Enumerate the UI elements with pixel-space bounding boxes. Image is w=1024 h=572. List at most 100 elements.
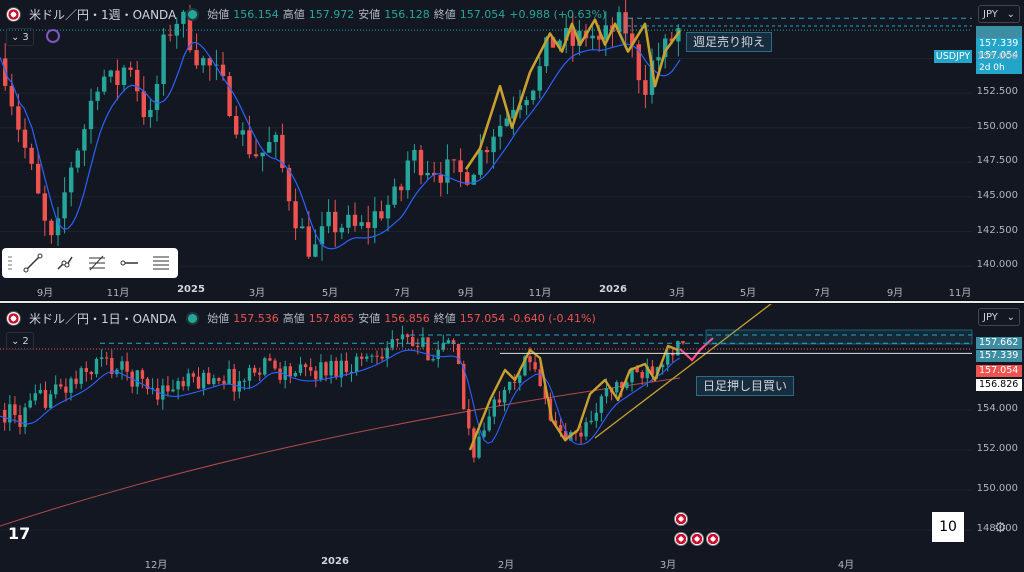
daily-symbol-title[interactable]: 米ドル／円・1日・OANDA [29,311,177,326]
daily-candle [604,387,609,397]
drag-handle-icon[interactable] [8,256,12,270]
weekly-candle [418,149,424,176]
daily-candle [589,420,593,423]
market-open-icon [188,9,198,19]
x-tick-label: 4月 [837,560,855,571]
daily-candle [145,378,150,389]
daily-candle [324,362,328,376]
x-tick-label: 7月 [813,288,831,299]
low-label: 安値 [358,312,381,325]
weekly-candle [286,167,292,202]
daily-candle [207,372,211,385]
weekly-candle [82,129,87,151]
high-value: 157.972 [308,7,355,21]
low-value: 156.128 [384,7,430,21]
daily-candle [441,343,445,350]
weekly-candle [293,201,298,229]
economic-event-icon[interactable] [690,532,704,546]
daily-candle [258,372,262,375]
weekly-candle [590,35,595,39]
weekly-chart-canvas[interactable] [0,0,1024,300]
economic-event-icon[interactable] [674,532,688,546]
daily-candle [538,369,542,386]
weekly-currency-select[interactable]: JPY ⌄ [978,5,1020,23]
weekly-candle [168,34,173,36]
market-open-icon [188,313,198,323]
weekly-candle [29,147,34,164]
daily-chart-canvas[interactable] [0,304,1024,572]
weekly-candle [214,64,219,66]
daily-candle [59,384,63,387]
daily-candle [242,380,247,382]
daily-candle [74,378,78,384]
weekly-candle [498,125,503,137]
usdjpy-flag-icon [6,6,21,22]
daily-candle [354,356,359,372]
usdjpy-flag-icon [6,310,21,326]
daily-candle [54,384,58,395]
weekly-symbol-title[interactable]: 米ドル／円・1週・OANDA [29,7,177,22]
daily-candle [288,366,292,377]
weekly-candle [42,193,47,221]
weekly-chart-pane[interactable]: 米ドル／円・1週・OANDA 始値 156.154 高値 157.972 安値 156… [0,0,1024,300]
daily-candle [8,404,12,423]
daily-candle [268,358,272,361]
daily-candle [584,422,588,437]
daily-indicator-toggle[interactable]: ⌄ 2 [6,332,34,350]
daily-candle [543,385,547,399]
weekly-candle [88,100,94,130]
weekly-candle [379,211,384,219]
daily-last-price-tag: 157.054 [976,365,1022,377]
weekly-candle [267,141,272,153]
pane-separator[interactable] [0,300,1024,304]
weekly-resistance-annotation[interactable]: 週足売り抑え [686,32,773,52]
weekly-candle [372,211,377,228]
resistance-zone [705,329,973,345]
daily-chart-pane[interactable]: 米ドル／円・1日・OANDA 始値 157.536 高値 157.865 安値 156… [0,304,1024,572]
weekly-candle [451,159,457,161]
gear-icon[interactable]: ⚙ [994,520,1007,536]
weekly-candle [405,160,410,191]
weekly-candle [280,134,285,168]
economic-event-icon[interactable] [706,532,720,546]
weekly-indicator-toggle[interactable]: ⌄ 3 [6,28,34,46]
daily-candle [446,340,451,344]
ray-line-icon[interactable] [54,252,76,274]
weekly-candle [207,58,212,66]
parallel-channel-icon[interactable] [150,252,172,274]
daily-candle [451,340,456,345]
daily-candle [513,381,517,383]
long-moving-average [0,377,681,527]
daily-candle [329,360,333,376]
daily-candle [18,415,22,427]
weekly-candle [517,105,523,110]
weekly-candle [425,172,430,176]
daily-candle [196,376,201,389]
drawing-toolbar[interactable] [2,248,178,278]
daily-currency-select[interactable]: JPY ⌄ [978,308,1020,326]
weekly-candle [16,106,21,130]
daily-candle [293,372,298,377]
weekly-candle [537,66,542,91]
tradingview-logo[interactable]: 17 [8,524,31,543]
x-tick-label: 11月 [528,288,552,299]
daily-candle [120,361,124,370]
weekly-candle [240,130,245,135]
daily-support-annotation[interactable]: 日足押し目買い [696,376,795,396]
daily-candle [23,407,27,427]
weekly-candle [300,226,305,229]
fib-retracement-icon[interactable] [86,252,108,274]
daily-candle [497,399,502,403]
economic-event-icon[interactable] [674,512,688,526]
weekly-candle [597,35,602,40]
daily-candle [523,356,527,376]
close-label: 終値 [433,312,456,325]
weekly-candle [108,70,113,77]
weekly-candle [531,90,536,101]
weekly-countdown-tag: 2d 0h [976,62,1022,74]
daily-candle [273,360,277,369]
indicator-settings-icon[interactable] [46,29,60,43]
horizontal-ray-icon[interactable] [118,252,140,274]
daily-candle [553,420,558,426]
trend-line-icon[interactable] [22,252,44,274]
